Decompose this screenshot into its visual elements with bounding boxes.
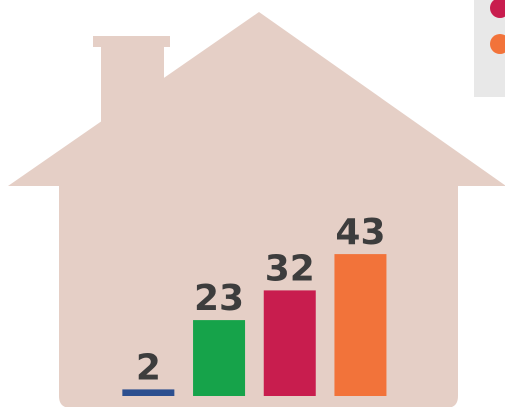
value-label: 32 <box>265 248 315 289</box>
bar <box>122 389 174 396</box>
value-label: 23 <box>194 278 244 319</box>
value-label: 43 <box>335 212 385 253</box>
bar <box>264 290 316 396</box>
chimney-cap <box>93 36 170 47</box>
roof <box>8 12 505 186</box>
bar <box>193 320 245 396</box>
house-body <box>59 186 458 407</box>
bar <box>334 254 386 396</box>
page: {"chart_data": {"type": "bar", "categori… <box>0 0 505 407</box>
value-label: 2 <box>136 347 161 388</box>
chart: 2 23 32 43 <box>0 0 505 407</box>
house-background <box>8 12 505 407</box>
